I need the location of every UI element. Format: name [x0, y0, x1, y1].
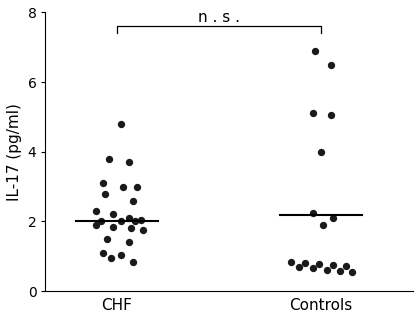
- Point: [302, 260, 308, 265]
- Point: [103, 236, 110, 241]
- Point: [320, 222, 326, 228]
- Point: [336, 268, 343, 274]
- Point: [328, 62, 335, 67]
- Point: [295, 265, 302, 270]
- Point: [118, 121, 124, 126]
- Point: [99, 180, 106, 186]
- Point: [126, 215, 132, 220]
- Point: [97, 219, 104, 224]
- Point: [93, 222, 100, 228]
- Point: [120, 184, 126, 189]
- Point: [118, 252, 124, 257]
- Point: [99, 250, 106, 255]
- Point: [105, 156, 112, 161]
- Point: [342, 263, 349, 268]
- Point: [118, 219, 124, 224]
- Y-axis label: IL-17 (pg/ml): IL-17 (pg/ml): [7, 103, 22, 201]
- Point: [132, 219, 139, 224]
- Point: [310, 210, 316, 215]
- Point: [110, 212, 116, 217]
- Point: [140, 228, 147, 233]
- Text: n . s .: n . s .: [198, 10, 240, 25]
- Point: [93, 208, 100, 213]
- Point: [310, 266, 316, 271]
- Point: [101, 191, 108, 196]
- Point: [312, 48, 318, 53]
- Point: [126, 240, 132, 245]
- Point: [330, 215, 337, 220]
- Point: [108, 255, 114, 260]
- Point: [330, 262, 337, 268]
- Point: [287, 259, 294, 264]
- Point: [349, 269, 355, 275]
- Point: [316, 261, 323, 267]
- Point: [134, 184, 141, 189]
- Point: [110, 224, 116, 229]
- Point: [138, 217, 145, 222]
- Point: [324, 267, 331, 272]
- Point: [130, 198, 136, 203]
- Point: [310, 111, 316, 116]
- Point: [130, 259, 136, 264]
- Point: [318, 149, 325, 154]
- Point: [328, 113, 335, 118]
- Point: [126, 160, 132, 165]
- Point: [128, 226, 134, 231]
